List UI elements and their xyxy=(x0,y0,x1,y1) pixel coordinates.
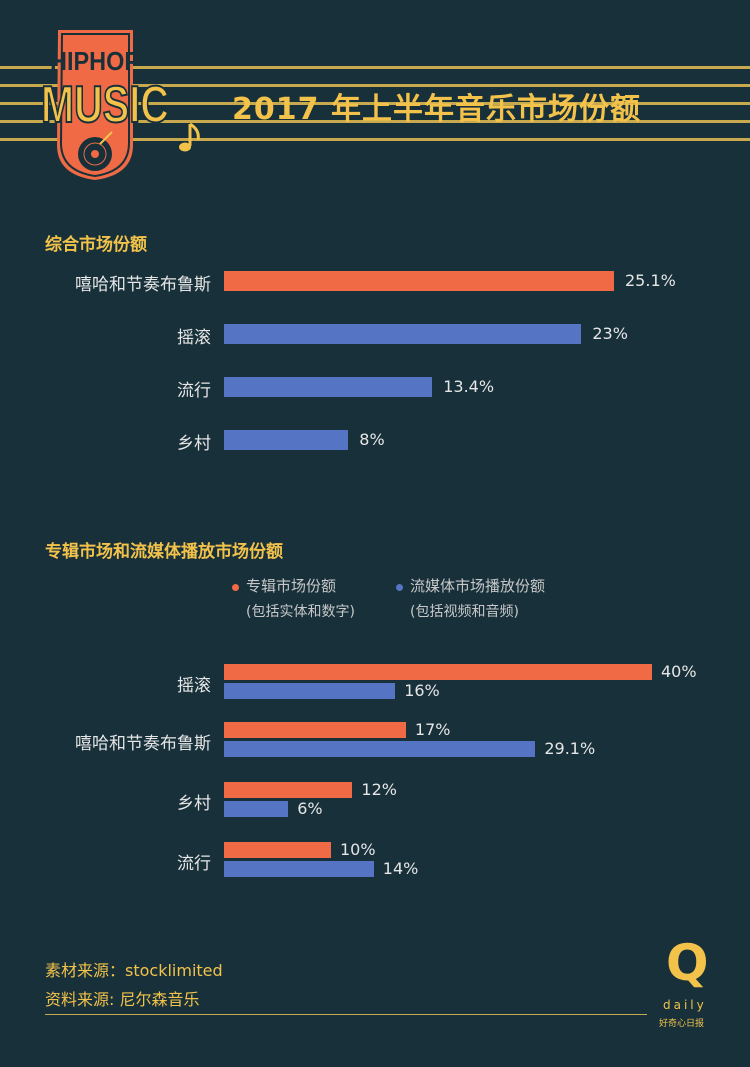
value-label: 8% xyxy=(359,430,385,449)
legend-streaming-label: 流媒体市场播放份额 xyxy=(410,577,546,595)
bar xyxy=(224,324,582,344)
value-label: 13.4% xyxy=(443,377,495,396)
value-label: 25.1% xyxy=(625,271,676,290)
streaming-bar xyxy=(224,683,396,699)
music-note-icon xyxy=(179,122,200,152)
brand-logo-cn: 好奇心日报 xyxy=(659,1019,705,1029)
staff-line xyxy=(0,102,750,105)
staff-line xyxy=(0,84,750,87)
value-label: 29.1% xyxy=(544,739,596,758)
legend-album-label: 专辑市场份额 xyxy=(246,577,337,595)
legend-dot-streaming xyxy=(396,584,403,591)
category-label: 嘻哈和节奏布鲁斯 xyxy=(75,275,211,295)
staff-line xyxy=(0,120,750,123)
section2-title: 专辑市场和流媒体播放市场份额 xyxy=(45,542,283,562)
bar xyxy=(224,377,433,397)
logo-line2: MUSIC xyxy=(41,76,169,134)
value-label: 16% xyxy=(404,681,440,700)
vinyl-record-icon xyxy=(78,131,113,171)
value-label: 12% xyxy=(361,780,397,799)
album-bar xyxy=(224,664,652,680)
footer-divider xyxy=(45,1014,647,1015)
value-label: 6% xyxy=(297,799,323,818)
staff-line xyxy=(0,138,750,141)
category-label: 摇滚 xyxy=(177,328,211,348)
legend-streaming-note: (包括视频和音频) xyxy=(410,604,519,620)
category-label: 乡村 xyxy=(177,794,211,814)
album-bar xyxy=(224,842,331,858)
staff-line xyxy=(0,66,750,69)
category-label: 流行 xyxy=(177,854,211,874)
logo-line1: HIPHOP xyxy=(50,46,140,76)
value-label: 14% xyxy=(382,859,419,878)
album-bar xyxy=(224,722,406,738)
category-label: 乡村 xyxy=(177,434,211,454)
legend-dot-album xyxy=(232,584,239,591)
album-bar xyxy=(224,782,353,798)
category-label: 嘻哈和节奏布鲁斯 xyxy=(75,734,211,754)
bar xyxy=(224,271,614,291)
streaming-bar xyxy=(224,861,374,877)
value-label: 40% xyxy=(661,662,697,681)
footer-source-material: 素材来源：stocklimited xyxy=(45,961,223,980)
bar xyxy=(224,430,349,450)
value-label: 17% xyxy=(414,720,451,739)
brand-logo-daily: daily xyxy=(663,998,707,1012)
legend-album-note: (包括实体和数字) xyxy=(246,604,355,620)
footer-source-data: 资料来源: 尼尔森音乐 xyxy=(45,990,200,1009)
brand-logo-q: Q xyxy=(666,934,709,992)
hiphop-music-logo: HIPHOP MUSIC xyxy=(40,30,170,180)
category-label: 摇滚 xyxy=(177,676,211,696)
streaming-bar xyxy=(224,741,536,757)
section1-title: 综合市场份额 xyxy=(45,235,147,255)
streaming-bar xyxy=(224,801,289,817)
page-title: 2017 年上半年音乐市场份额 xyxy=(232,92,641,127)
value-label: 23% xyxy=(592,324,628,343)
value-label: 10% xyxy=(340,840,376,859)
category-label: 流行 xyxy=(177,381,211,401)
